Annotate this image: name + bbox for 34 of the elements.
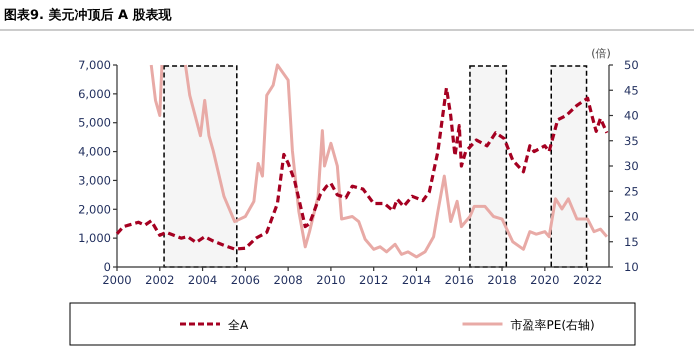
legend-label: 市盈率PE(右轴) — [510, 318, 595, 332]
x-tick-label: 2016 — [444, 273, 474, 287]
x-tick-label: 2004 — [188, 273, 218, 287]
x-tick-label: 2014 — [402, 273, 432, 287]
x-tick-label: 2018 — [487, 273, 517, 287]
x-tick-label: 2006 — [230, 273, 260, 287]
y2-tick-label: 20 — [624, 210, 639, 224]
y2-tick-label: 35 — [624, 134, 639, 148]
y-tick-label: 2,000 — [78, 202, 111, 216]
x-tick-label: 2002 — [145, 273, 174, 287]
legend-label: 全A — [228, 318, 249, 332]
y2-tick-label: 45 — [624, 83, 639, 98]
y2-tick-label: 10 — [624, 260, 639, 274]
x-tick-label: 2020 — [530, 273, 560, 287]
line-series — [115, 86, 608, 251]
y-tick-label: 6,000 — [78, 86, 111, 101]
y-tick-label: 7,000 — [78, 58, 111, 72]
x-tick-label: 2010 — [316, 273, 346, 287]
x-tick-label: 2000 — [102, 273, 132, 287]
y2-tick-label: 25 — [624, 184, 639, 198]
y2-tick-label: 30 — [624, 159, 639, 173]
y-tick-label: 4,000 — [78, 144, 111, 159]
y2-axis-title: (倍) — [591, 47, 611, 60]
y2-tick-label: 50 — [624, 58, 639, 72]
y-tick-label: 3,000 — [78, 173, 111, 188]
x-tick-label: 2008 — [273, 273, 303, 287]
y-tick-label: 1,000 — [78, 231, 111, 246]
y2-tick-label: 40 — [624, 108, 639, 122]
y2-tick-label: 15 — [624, 234, 639, 249]
chart-title: 图表9. 美元冲顶后 A 股表现 — [4, 7, 173, 23]
x-tick-label: 2022 — [572, 273, 602, 287]
x-tick-label: 2012 — [359, 273, 388, 287]
y-tick-label: 0 — [104, 260, 111, 274]
y-tick-label: 5,000 — [78, 116, 111, 130]
